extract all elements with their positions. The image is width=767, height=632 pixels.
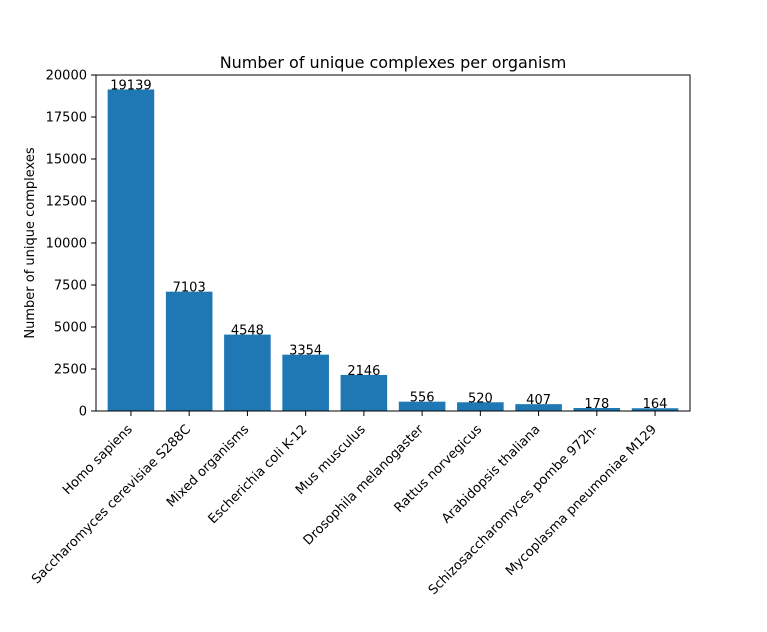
bar <box>398 401 446 411</box>
bar <box>340 374 388 411</box>
bar-value-label: 407 <box>526 393 551 408</box>
bar-value-label: 19139 <box>110 78 151 93</box>
bar-value-label: 7103 <box>173 281 206 296</box>
bar-value-label: 556 <box>410 391 435 406</box>
bars <box>107 89 679 412</box>
bar <box>515 404 562 411</box>
bar <box>224 334 271 411</box>
bar-value-label: 178 <box>584 397 609 412</box>
bar <box>631 408 679 411</box>
y-axis: 0 2500 5000 7500 10000 12500 15000 17500 20000 <box>46 69 96 420</box>
y-tick-label: 12500 <box>46 195 87 210</box>
y-tick-label: 20000 <box>46 69 87 84</box>
bar-value-label: 3354 <box>289 344 322 359</box>
y-tick-label: 7500 <box>54 279 87 294</box>
bar-value-label: 520 <box>468 391 493 406</box>
y-axis-label: Number of unique complexes <box>23 147 38 338</box>
y-tick-label: 10000 <box>46 237 87 252</box>
y-tick-label: 5000 <box>54 321 87 336</box>
x-tick-label: Arabidopsis thaliana <box>439 422 543 526</box>
y-tick-label: 15000 <box>46 153 87 168</box>
x-tick-label: Escherichia coli K-12 <box>206 422 311 527</box>
y-tick-label: 2500 <box>54 363 87 378</box>
bar <box>165 291 213 411</box>
data-labels: 19139 7103 4548 3354 2146 556 520 407 178 164 <box>110 78 667 412</box>
x-tick-label: Drosophila melanogaster <box>301 422 428 549</box>
bar <box>457 402 504 411</box>
y-tick-label: 0 <box>79 405 87 420</box>
bar <box>282 354 329 411</box>
chart-title: Number of unique complexes per organism <box>220 53 567 72</box>
y-tick-label: 17500 <box>46 111 87 126</box>
bar <box>573 408 621 411</box>
bar-value-label: 4548 <box>231 324 264 339</box>
bar-value-label: 2146 <box>347 364 380 379</box>
bar-value-label: 164 <box>643 397 668 412</box>
plot-frame <box>95 74 691 412</box>
bar <box>107 89 155 412</box>
